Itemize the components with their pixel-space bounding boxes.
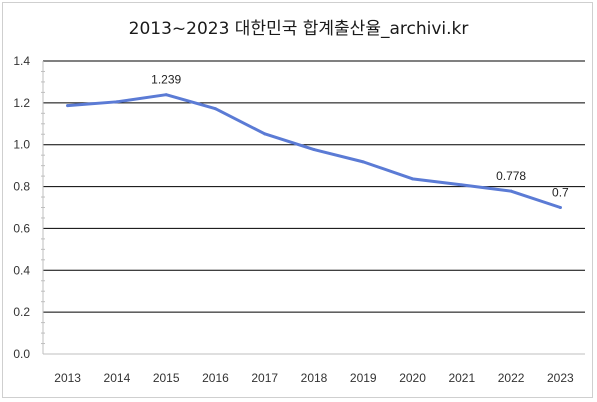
x-tick-label: 2018 xyxy=(301,371,328,385)
series-line xyxy=(66,93,562,209)
y-axis-ticks: 0.0 0.2 0.4 0.6 0.8 1.0 1.2 1.4 xyxy=(13,54,45,361)
data-point xyxy=(509,189,513,193)
data-point xyxy=(312,148,316,152)
y-tick-label: 1.0 xyxy=(13,138,30,152)
x-tick-label: 2021 xyxy=(448,371,475,385)
y-tick-label: 0.6 xyxy=(13,221,30,235)
x-tick-label: 2017 xyxy=(251,371,278,385)
data-label: 0.7 xyxy=(552,186,569,200)
y-tick-label: 1.4 xyxy=(13,54,30,68)
y-tick-label: 1.2 xyxy=(13,96,30,110)
x-tick-label: 2019 xyxy=(350,371,377,385)
data-point xyxy=(66,104,70,108)
chart-frame xyxy=(2,2,593,398)
x-tick-label: 2022 xyxy=(498,371,525,385)
x-tick-label: 2013 xyxy=(54,371,81,385)
x-tick-label: 2016 xyxy=(202,371,229,385)
x-tick-label: 2015 xyxy=(153,371,180,385)
chart-title: 2013~2023 대한민국 합계출산율_archivi.kr xyxy=(128,19,469,39)
data-point xyxy=(361,160,365,164)
data-point xyxy=(115,100,119,104)
gridlines xyxy=(43,60,585,355)
data-point xyxy=(558,206,562,209)
x-axis-ticks: 2013 2014 2015 2016 2017 2018 2019 2020 2021 2022… xyxy=(54,371,574,385)
y-tick-label: 0.4 xyxy=(13,263,30,277)
data-label: 1.239 xyxy=(151,73,181,87)
data-point xyxy=(213,107,217,111)
x-tick-label: 2014 xyxy=(104,371,131,385)
y-tick-label: 0.0 xyxy=(13,347,30,361)
data-point xyxy=(411,177,415,181)
data-point xyxy=(460,183,464,187)
y-tick-label: 0.8 xyxy=(13,180,30,194)
x-tick-label: 2020 xyxy=(399,371,426,385)
data-label: 0.778 xyxy=(496,169,526,183)
y-tick-label: 0.2 xyxy=(13,305,30,319)
data-point xyxy=(263,132,267,136)
x-tick-label: 2023 xyxy=(547,371,574,385)
data-point xyxy=(164,93,168,97)
data-labels: 1.239 0.778 0.7 xyxy=(151,73,569,200)
series-layer xyxy=(66,93,562,209)
